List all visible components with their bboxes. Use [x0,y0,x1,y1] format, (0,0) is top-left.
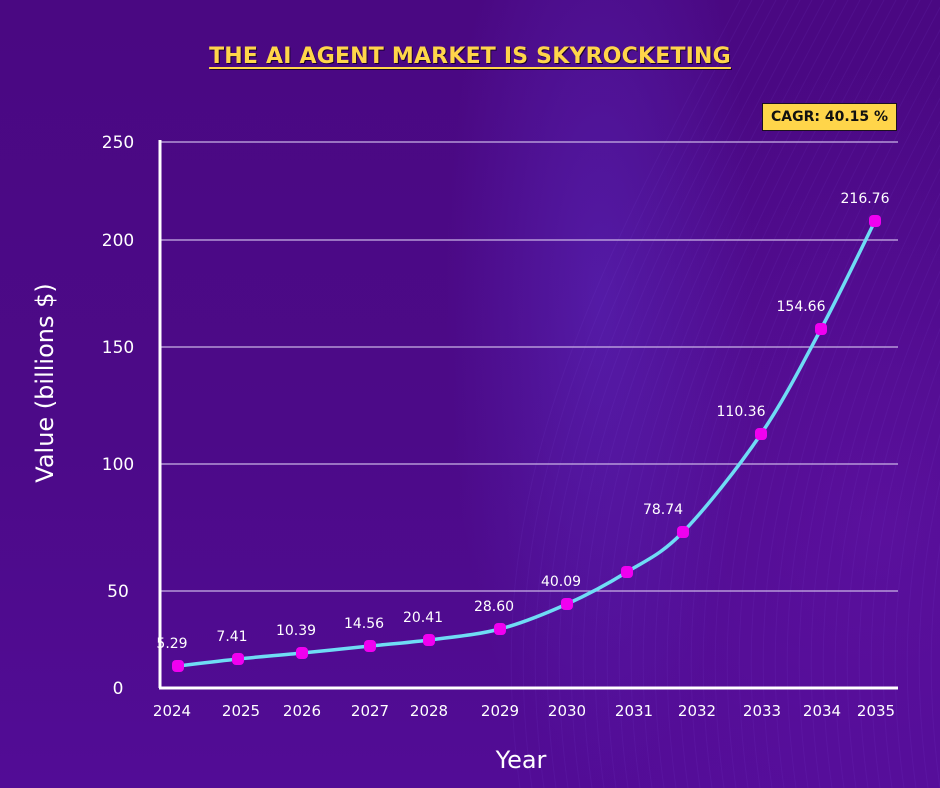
data-label: 78.74 [643,502,683,518]
data-point-marker [677,526,689,538]
data-label: 110.36 [717,404,766,420]
y-tick-label: 0 [113,679,124,699]
axes [158,140,898,690]
data-label: 154.66 [777,299,826,315]
data-point-marker [869,215,881,227]
data-label: 40.09 [541,574,581,590]
gridlines [160,141,898,592]
x-tick-label: 2031 [615,702,653,720]
data-label: 10.39 [276,623,316,639]
x-tick-labels: 2024 2025 2026 2027 2028 2029 2030 2031 2032 2033… [153,702,895,720]
y-tick-label: 50 [107,582,129,602]
x-tick-label: 2033 [743,702,781,720]
y-tick-label: 150 [102,338,134,358]
data-point-marker [364,640,376,652]
data-label: 216.76 [841,191,890,207]
data-label: 7.41 [216,629,247,645]
x-tick-label: 2032 [678,702,716,720]
y-tick-label: 250 [102,133,134,153]
data-point-marker [755,428,767,440]
data-point-marker [621,566,633,578]
data-label: 28.60 [474,599,514,615]
y-tick-labels: 0 50 100 150 200 250 [102,133,134,699]
x-tick-label: 2034 [803,702,841,720]
data-markers [172,215,881,672]
x-tick-label: 2030 [548,702,586,720]
data-labels: 5.29 7.41 10.39 14.56 20.41 28.60 40.09 78.74 11… [156,191,889,652]
data-label: 5.29 [156,636,187,652]
x-tick-label: 2027 [351,702,389,720]
data-label: 14.56 [344,616,384,632]
data-point-marker [296,647,308,659]
x-tick-label: 2025 [222,702,260,720]
data-point-marker [232,653,244,665]
x-tick-label: 2026 [283,702,321,720]
data-point-marker [815,323,827,335]
data-point-marker [423,634,435,646]
y-tick-label: 100 [102,455,134,475]
data-label: 20.41 [403,610,443,626]
chart-title: THE AI AGENT MARKET IS SKYROCKETING [209,44,731,69]
data-point-marker [172,660,184,672]
cagr-badge: CAGR: 40.15 % [762,103,898,131]
x-tick-label: 2024 [153,702,191,720]
y-tick-label: 200 [102,231,134,251]
x-tick-label: 2029 [481,702,519,720]
data-point-marker [494,623,506,635]
x-axis-label: Year [495,746,547,774]
x-tick-label: 2028 [410,702,448,720]
y-axis-label: Value (billions $) [31,283,59,482]
data-point-marker [561,598,573,610]
x-tick-label: 2035 [857,702,895,720]
series-line [176,219,877,668]
